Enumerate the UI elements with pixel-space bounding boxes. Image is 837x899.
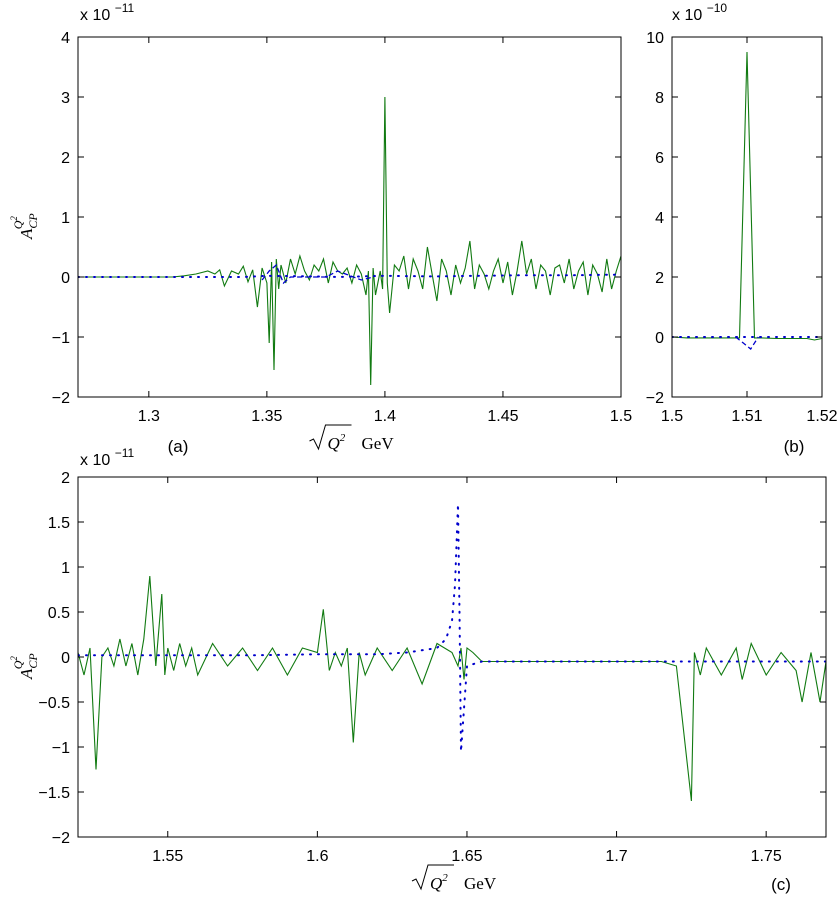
x-tick-label: 1.75 xyxy=(751,848,782,865)
y-axis-title: ACPQ2 xyxy=(9,213,40,240)
x-axis-title-unit: GeV xyxy=(362,434,395,453)
x-tick-label: 1.55 xyxy=(152,848,183,865)
panel-2: 1.55 1.6 1.65 1.7 1.75 −2 −1.5 −1 −0.5 0 0.5 1 1.5 2x… xyxy=(9,446,827,894)
y-tick-label: 4 xyxy=(61,30,70,47)
y-tick-label: −2 xyxy=(52,830,70,847)
x-axis-title-unit: GeV xyxy=(464,874,497,893)
y-tick-label: 2 xyxy=(61,470,70,487)
x-axis-title-q: Q2 xyxy=(328,432,346,453)
y-tick-label: −1 xyxy=(52,330,70,347)
panel-label: (b) xyxy=(784,437,805,456)
series-solid-line xyxy=(78,575,826,802)
y-axis-title: ACPQ2 xyxy=(9,653,40,680)
y-exponent-label: x 10 −11 xyxy=(80,1,134,24)
x-tick-label: 1.5 xyxy=(610,408,632,425)
panel-label: (a) xyxy=(168,437,189,456)
y-tick-label: −2 xyxy=(646,390,664,407)
plot-frame xyxy=(671,36,823,398)
panel-0: 1.3 1.35 1.4 1.45 1.5 −2 −1 0 1 2 3 4 x 10 −11 (a) Q2 G… xyxy=(9,1,632,456)
y-tick-label: 10 xyxy=(646,30,664,47)
y-exponent-label: x 10 −11 xyxy=(80,446,134,469)
series-solid-line xyxy=(78,96,621,386)
panel-1: 1.5 1.51 1.52 −2 0 2 4 6 8 10 x 10 −10 (b) xyxy=(646,1,837,456)
y-tick-label: −1 xyxy=(52,740,70,757)
series-solid-line xyxy=(672,51,822,341)
y-tick-label: −2 xyxy=(52,390,70,407)
x-tick-label: 1.35 xyxy=(251,408,282,425)
series-dashed-line xyxy=(261,263,374,285)
y-tick-label: 1 xyxy=(61,560,70,577)
y-tick-label: 0 xyxy=(61,650,70,667)
x-tick-label: 1.65 xyxy=(451,848,482,865)
y-tick-label: 3 xyxy=(61,90,70,107)
y-tick-label: −0.5 xyxy=(38,695,70,712)
y-tick-label: −1.5 xyxy=(38,785,70,802)
y-tick-label: 6 xyxy=(655,150,664,167)
x-tick-label: 1.45 xyxy=(487,408,518,425)
y-tick-label: 0 xyxy=(655,330,664,347)
y-tick-label: 8 xyxy=(655,90,664,107)
y-tick-label: 1 xyxy=(61,210,70,227)
y-tick-label: 4 xyxy=(655,210,664,227)
x-tick-label: 1.3 xyxy=(138,408,160,425)
x-axis-title-q: Q2 xyxy=(430,872,448,893)
x-axis-title: Q2 GeV xyxy=(309,424,395,453)
plot-frame xyxy=(77,36,622,398)
series-dotted-line xyxy=(78,273,621,279)
y-tick-label: 0.5 xyxy=(48,605,70,622)
sqrt-symbol xyxy=(411,864,454,891)
series-dashed-line xyxy=(735,336,759,350)
sqrt-symbol xyxy=(309,424,352,451)
y-tick-label: 2 xyxy=(61,150,70,167)
y-tick-label: 1.5 xyxy=(48,515,70,532)
y-exponent-label: x 10 −10 xyxy=(672,1,727,24)
x-tick-label: 1.6 xyxy=(306,848,328,865)
y-tick-label: 0 xyxy=(61,270,70,287)
plot-frame xyxy=(77,476,827,838)
panel-label: (c) xyxy=(771,875,791,894)
x-tick-label: 1.52 xyxy=(806,408,837,425)
x-tick-label: 1.7 xyxy=(605,848,627,865)
y-tick-label: 2 xyxy=(655,270,664,287)
x-tick-label: 1.51 xyxy=(731,408,762,425)
series-dotted-line xyxy=(78,503,826,752)
x-axis-title: Q2 GeV xyxy=(411,864,497,893)
x-tick-label: 1.4 xyxy=(374,408,396,425)
x-tick-label: 1.5 xyxy=(661,408,683,425)
